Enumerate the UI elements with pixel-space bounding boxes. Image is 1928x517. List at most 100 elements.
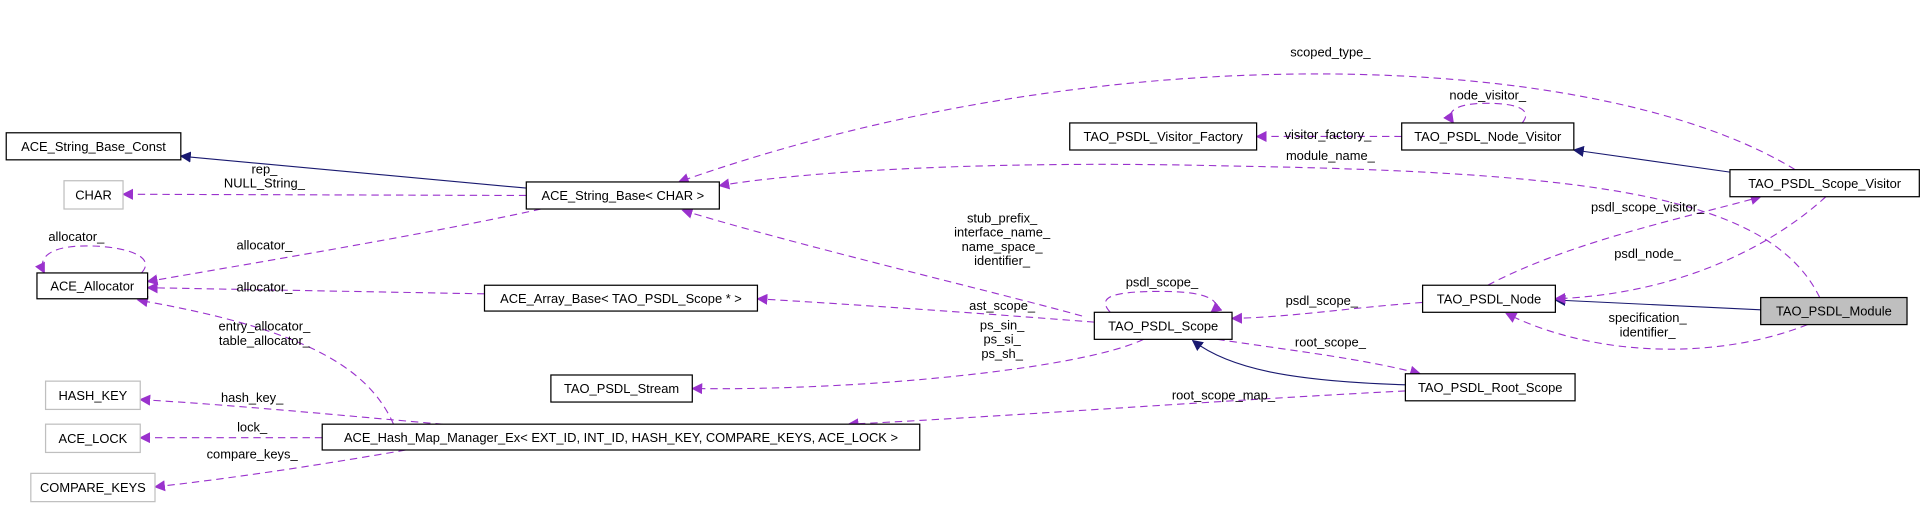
class-name: ACE_String_Base_Const xyxy=(21,139,166,154)
edge-line xyxy=(136,296,395,425)
edge-line xyxy=(1217,338,1422,377)
edge-line xyxy=(1230,301,1423,324)
inheritance-edge-scope_visitor-to-node_visitor xyxy=(1572,145,1731,173)
edge-label: root_scope_ xyxy=(1295,335,1367,350)
edge-line xyxy=(179,151,527,189)
edge-label: psdl_scope_ xyxy=(1126,274,1199,289)
class-box xyxy=(63,180,124,210)
usage-edge-array_base-to-allocator: allocator_ xyxy=(146,279,485,295)
edge-label: root_scope_map_ xyxy=(1172,388,1276,403)
class-box xyxy=(36,272,149,300)
class-node-node-visitor[interactable]: TAO_PSDL_Node_Visitor xyxy=(1401,122,1575,151)
class-node-psdl-node[interactable]: TAO_PSDL_Node xyxy=(1421,284,1556,313)
usage-edge-hash_map-to-hash_key: hash_key_ xyxy=(139,390,443,425)
usage-edge-node_visitor-to-node_visitor: node_visitor_ xyxy=(1443,88,1527,124)
class-node-string-base-const[interactable]: ACE_String_Base_Const xyxy=(5,132,182,161)
class-node-hash-map[interactable]: ACE_Hash_Map_Manager_Ex< EXT_ID, INT_ID,… xyxy=(321,423,921,451)
class-name: TAO_PSDL_Scope_Visitor xyxy=(1748,176,1902,191)
edge-line xyxy=(153,449,406,492)
class-node-char: CHAR xyxy=(63,180,124,210)
edge-label: ps_si_ xyxy=(983,332,1021,347)
edge-label: interface_name_ xyxy=(954,225,1051,240)
edge-label: allocator_ xyxy=(48,229,105,244)
class-name: ACE_Allocator xyxy=(50,279,135,294)
edge-line xyxy=(34,245,146,274)
class-box xyxy=(5,132,182,161)
usage-edge-root_scope-to-hash_map: root_scope_map_ xyxy=(847,388,1406,430)
edge-line xyxy=(1487,194,1762,286)
edge-label: visitor_factory_ xyxy=(1285,127,1373,142)
class-box xyxy=(483,284,759,312)
class-node-scope-visitor[interactable]: TAO_PSDL_Scope_Visitor xyxy=(1729,169,1920,198)
usage-edge-scope_visitor-to-psdl_node: psdl_node_ xyxy=(1554,196,1827,304)
edge-line xyxy=(1572,145,1731,173)
class-node-stream[interactable]: TAO_PSDL_Stream xyxy=(550,374,693,403)
edge-line xyxy=(139,394,443,425)
edge-line xyxy=(691,338,1144,395)
edge-label: lock_ xyxy=(237,420,268,435)
class-box xyxy=(44,380,141,411)
usage-edge-module-to-psdl_node: specification_identifier_ xyxy=(1505,310,1808,350)
usage-edge-psdl_scope-to-array_base: ast_scope_ xyxy=(756,293,1095,323)
class-box xyxy=(1069,122,1258,151)
edge-label: psdl_scope_visitor_ xyxy=(1591,199,1705,214)
inheritance-edge-module-to-psdl_node xyxy=(1554,294,1761,311)
class-box xyxy=(550,374,693,403)
edge-label: NULL_String_ xyxy=(224,175,306,190)
class-name: ACE_Hash_Map_Manager_Ex< EXT_ID, INT_ID,… xyxy=(344,430,898,445)
class-name: TAO_PSDL_Node_Visitor xyxy=(1414,129,1562,144)
usage-edge-psdl_scope-to-psdl_scope: psdl_scope_ xyxy=(1104,274,1223,313)
edge-label: specification_ xyxy=(1609,310,1688,325)
class-box xyxy=(321,423,921,451)
class-name: HASH_KEY xyxy=(59,388,128,403)
edge-line xyxy=(146,282,485,295)
nodes-layer: ACE_String_Base_Const CHAR ACE_Allocator HA… xyxy=(5,122,1920,503)
class-name: ACE_LOCK xyxy=(59,431,128,446)
usage-edge-psdl_node-to-scope_visitor: psdl_scope_visitor_ xyxy=(1487,194,1762,286)
usage-edge-scope_visitor-to-string_base: scoped_type_ xyxy=(677,45,1796,184)
edge-line xyxy=(756,293,1095,323)
edge-label: ps_sh_ xyxy=(981,346,1023,361)
inheritance-edge-string_base-to-string_base_const xyxy=(179,151,527,189)
class-node-visitor-factory[interactable]: TAO_PSDL_Visitor_Factory xyxy=(1069,122,1258,151)
edge-label: identifier_ xyxy=(974,253,1031,268)
edge-label: name_space_ xyxy=(962,239,1044,254)
edge-label: compare_keys_ xyxy=(207,447,299,462)
edge-label: module_name_ xyxy=(1286,148,1376,163)
edge-line xyxy=(681,207,1083,317)
usage-edge-allocator-to-allocator: allocator_ xyxy=(34,229,146,274)
usage-edge-psdl_scope-to-stream: ps_sin_ps_si_ps_sh_ xyxy=(691,318,1144,395)
class-name: ACE_String_Base< CHAR > xyxy=(541,188,704,203)
edge-label: psdl_node_ xyxy=(1614,246,1681,261)
class-node-module[interactable]: TAO_PSDL_Module xyxy=(1760,296,1908,326)
class-box xyxy=(1729,169,1920,198)
class-name: TAO_PSDL_Module xyxy=(1776,304,1892,319)
class-box xyxy=(30,472,156,503)
usage-edge-psdl_scope-to-string_base: stub_prefix_interface_name_name_space_id… xyxy=(681,207,1083,317)
edge-line xyxy=(146,208,542,286)
edge-line xyxy=(847,390,1406,430)
edge-label: identifier_ xyxy=(1620,324,1677,339)
class-box xyxy=(1401,122,1575,151)
class-node-array-base[interactable]: ACE_Array_Base< TAO_PSDL_Scope * > xyxy=(483,284,759,312)
class-node-root-scope[interactable]: TAO_PSDL_Root_Scope xyxy=(1404,373,1576,402)
class-box xyxy=(1421,284,1556,313)
usage-edge-psdl_node-to-psdl_scope: psdl_scope_ xyxy=(1230,293,1423,324)
class-name: TAO_PSDL_Visitor_Factory xyxy=(1084,129,1244,144)
class-node-string-base[interactable]: ACE_String_Base< CHAR > xyxy=(525,181,720,210)
edge-label: allocator_ xyxy=(236,279,293,294)
class-node-psdl-scope[interactable]: TAO_PSDL_Scope xyxy=(1093,311,1233,340)
edge-label: stub_prefix_ xyxy=(967,211,1038,226)
edge-label: entry_allocator_ xyxy=(219,319,312,334)
class-node-allocator[interactable]: ACE_Allocator xyxy=(36,272,149,300)
edge-line xyxy=(1104,290,1223,313)
usage-edge-hash_map-to-compare_keys: compare_keys_ xyxy=(153,447,406,492)
edge-label: ps_sin_ xyxy=(980,318,1025,333)
edge-label: node_visitor_ xyxy=(1449,88,1527,103)
class-node-compare-keys: COMPARE_KEYS xyxy=(30,472,156,503)
class-name: ACE_Array_Base< TAO_PSDL_Scope * > xyxy=(500,291,742,306)
edge-label: allocator_ xyxy=(236,238,293,253)
edge-line xyxy=(1443,102,1527,124)
usage-edge-hash_map-to-ace_lock: lock_ xyxy=(139,420,323,444)
edge-line xyxy=(677,73,1796,184)
